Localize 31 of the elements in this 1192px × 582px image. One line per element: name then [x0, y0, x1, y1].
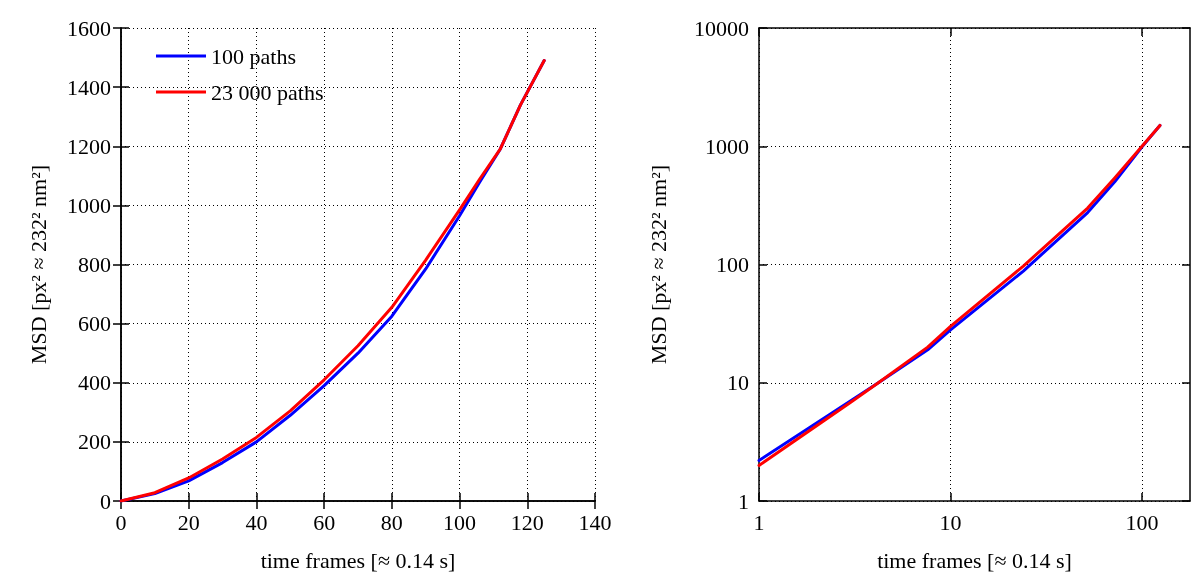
- y-axis-title: MSD [px² ≈ 232² nm²]: [645, 164, 671, 365]
- y-tick-label: 1000: [705, 133, 749, 159]
- x-tick-label: 80: [380, 509, 403, 535]
- x-tick-label: 0: [115, 509, 127, 535]
- x-tick-label: 140: [578, 509, 612, 535]
- x-tick-label: 120: [510, 509, 544, 535]
- y-tick-label: 1000: [67, 192, 111, 218]
- legend-label: 23 000 paths: [211, 79, 324, 105]
- x-tick-label: 100: [1125, 509, 1159, 535]
- y-tick-label: 10: [727, 370, 749, 396]
- x-axis-title: time frames [≈ 0.14 s]: [877, 547, 1072, 573]
- y-tick-label: 100: [716, 252, 749, 277]
- y-tick-label: 400: [78, 370, 111, 396]
- y-tick-label: 200: [78, 429, 111, 455]
- y-tick-label: 1200: [67, 133, 111, 159]
- x-tick-label: 10: [939, 509, 962, 535]
- y-axis-title: MSD [px² ≈ 232² nm²]: [25, 164, 51, 365]
- y-tick-label: 0: [100, 488, 111, 514]
- x-tick-label: 60: [313, 509, 336, 535]
- y-tick-label: 10000: [694, 15, 749, 41]
- legend-label: 100 paths: [211, 43, 296, 69]
- y-tick-label: 800: [78, 252, 111, 277]
- x-axis-title: time frames [≈ 0.14 s]: [260, 547, 456, 573]
- y-tick-label: 1: [738, 488, 749, 514]
- x-tick-label: 40: [245, 509, 268, 535]
- y-tick-label: 1600: [67, 15, 111, 41]
- x-tick-label: 1: [753, 509, 765, 535]
- y-tick-label: 1400: [67, 74, 111, 100]
- x-tick-label: 100: [443, 509, 477, 535]
- x-tick-label: 20: [177, 509, 200, 535]
- y-tick-label: 600: [78, 311, 111, 337]
